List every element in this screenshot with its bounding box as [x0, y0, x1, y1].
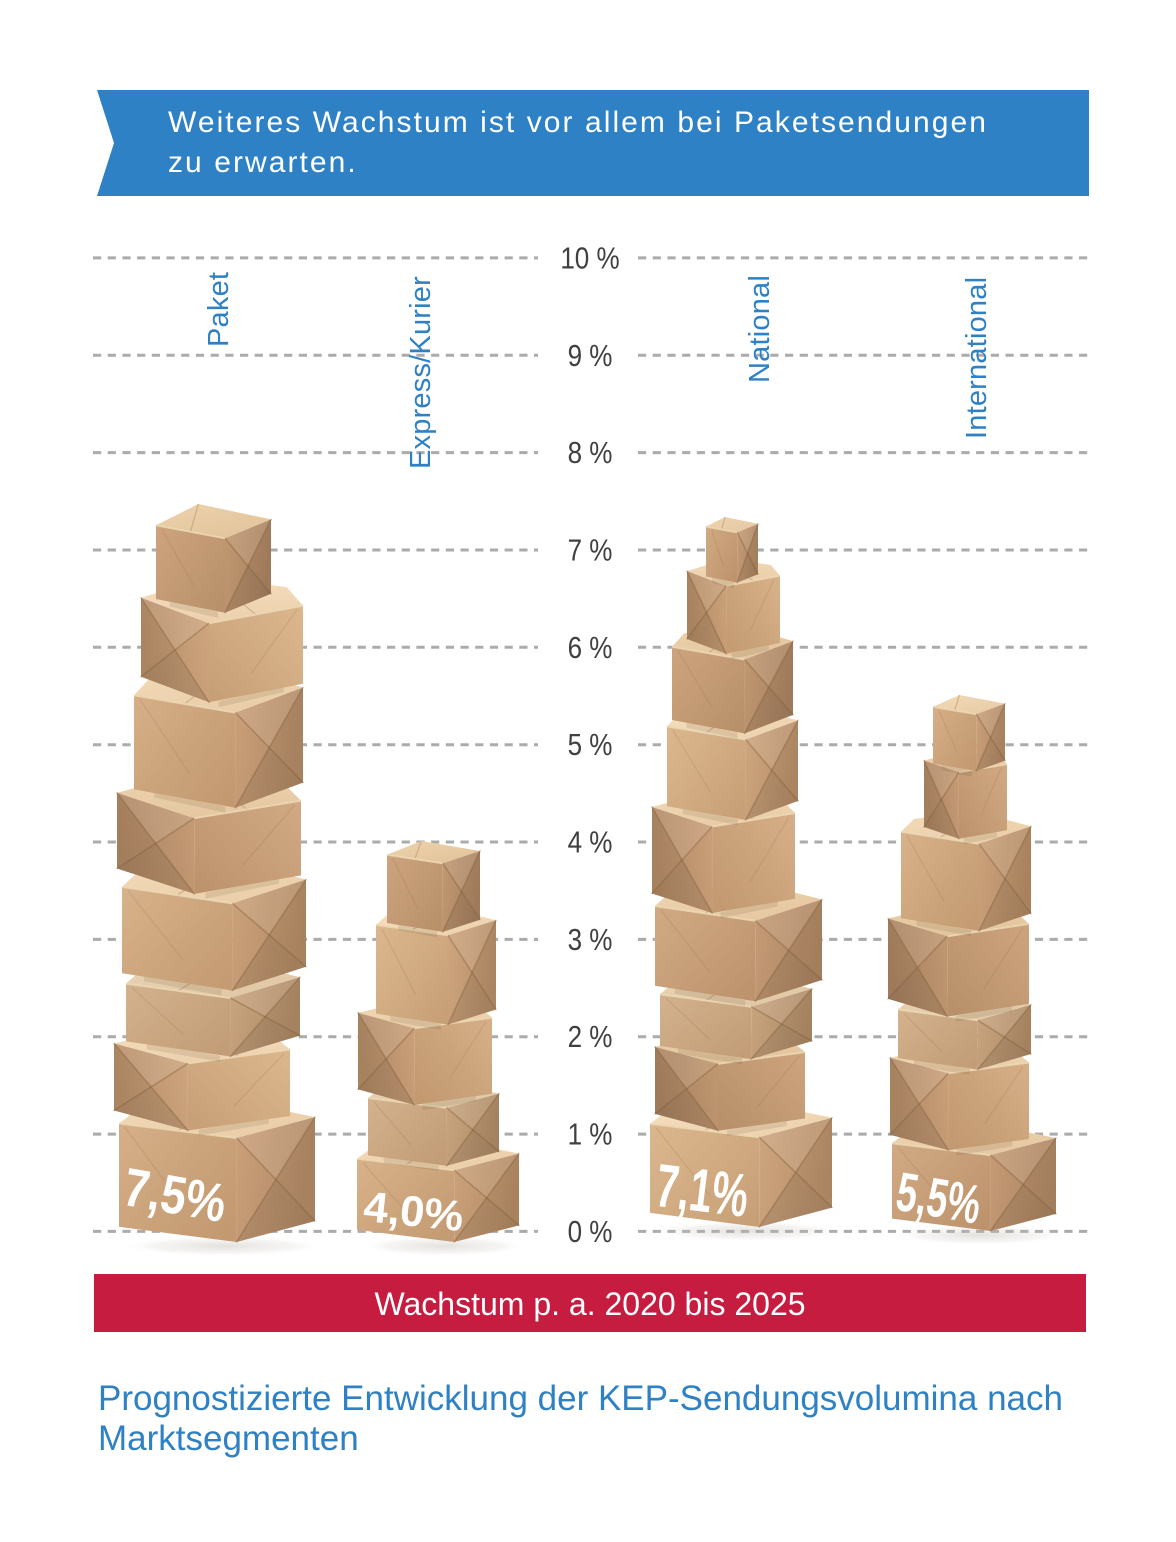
svg-text:4 %: 4 % [568, 825, 613, 860]
svg-text:3 %: 3 % [568, 923, 613, 958]
svg-text:1 %: 1 % [568, 1118, 613, 1153]
svg-text:7 %: 7 % [568, 533, 613, 568]
svg-text:0 %: 0 % [568, 1215, 613, 1250]
svg-text:6 %: 6 % [568, 631, 613, 666]
svg-text:10 %: 10 % [560, 241, 619, 276]
svg-text:9 %: 9 % [568, 339, 613, 374]
svg-text:8 %: 8 % [568, 436, 613, 471]
svg-text:2 %: 2 % [568, 1020, 613, 1055]
svg-text:5 %: 5 % [568, 728, 613, 763]
